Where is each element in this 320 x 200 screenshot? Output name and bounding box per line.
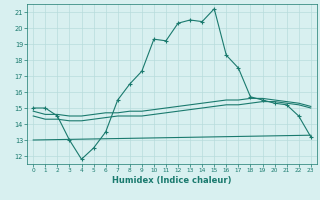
X-axis label: Humidex (Indice chaleur): Humidex (Indice chaleur) [112, 176, 232, 185]
